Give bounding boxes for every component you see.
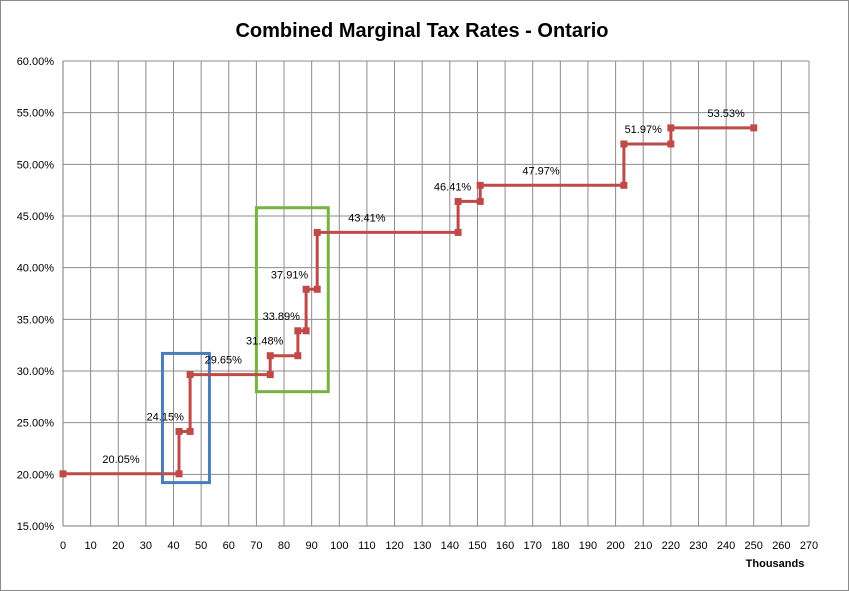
y-tick-label: 35.00% (17, 314, 55, 326)
data-point-marker (59, 470, 67, 478)
x-tick-label: 270 (800, 540, 818, 552)
x-tick-label: 260 (772, 540, 790, 552)
x-tick-label: 0 (60, 540, 66, 552)
x-tick-label: 230 (689, 540, 707, 552)
data-label: 53.53% (707, 108, 745, 120)
x-tick-label: 100 (330, 540, 348, 552)
data-point-marker (302, 285, 310, 293)
x-tick-label: 90 (306, 540, 318, 552)
data-point-marker (750, 124, 758, 132)
x-tick-label: 140 (441, 540, 459, 552)
data-label: 43.41% (348, 212, 386, 224)
data-point-marker (667, 124, 675, 132)
x-tick-label: 110 (358, 540, 376, 552)
data-label: 33.89% (263, 311, 301, 323)
x-tick-label: 220 (662, 540, 680, 552)
data-label: 24.15% (147, 411, 185, 423)
data-point-marker (454, 228, 462, 236)
x-tick-label: 180 (551, 540, 569, 552)
data-label: 47.97% (522, 165, 560, 177)
data-point-marker (186, 371, 194, 379)
data-point-marker (476, 197, 484, 205)
data-label: 20.05% (102, 454, 140, 466)
highlight-box (160, 351, 211, 485)
data-label: 37.91% (271, 269, 309, 281)
data-point-marker (620, 181, 628, 189)
x-tick-label: 210 (634, 540, 652, 552)
x-tick-label: 20 (112, 540, 124, 552)
x-tick-label: 30 (140, 540, 152, 552)
plot-area: 0 10 20 30 40 50 60 70 80 90 100 110 120 130 140 150 160… (17, 56, 818, 552)
x-tick-label: 160 (496, 540, 514, 552)
x-tick-label: 40 (167, 540, 179, 552)
y-tick-label: 25.00% (17, 418, 55, 430)
data-point-marker (476, 181, 484, 189)
series-line (63, 126, 754, 476)
x-tick-label: 200 (606, 540, 624, 552)
data-point-marker (313, 228, 321, 236)
data-point-marker (266, 371, 274, 379)
data-label: 31.48% (246, 336, 284, 348)
data-point-marker (186, 427, 194, 435)
x-tick-label: 190 (579, 540, 597, 552)
y-tick-label: 55.00% (17, 108, 55, 120)
x-tick-label: 70 (250, 540, 262, 552)
x-tick-label: 50 (195, 540, 207, 552)
data-label: 46.41% (434, 181, 472, 193)
data-point-marker (620, 140, 628, 148)
y-tick-label: 20.00% (17, 469, 55, 481)
y-tick-label: 45.00% (17, 211, 55, 223)
data-point-marker (175, 427, 183, 435)
x-axis-title: Thousands (746, 558, 805, 570)
y-tick-label: 30.00% (17, 366, 55, 378)
data-point-marker (302, 327, 310, 335)
data-label: 29.65% (205, 355, 243, 367)
x-tick-label: 120 (385, 540, 403, 552)
y-tick-label: 60.00% (17, 56, 55, 68)
data-point-marker (667, 140, 675, 148)
x-tick-label: 60 (223, 540, 235, 552)
x-tick-label: 250 (745, 540, 763, 552)
data-point-marker (266, 352, 274, 360)
data-point-marker (294, 327, 302, 335)
data-point-marker (454, 197, 462, 205)
data-point-marker (294, 352, 302, 360)
x-tick-label: 170 (524, 540, 542, 552)
x-tick-label: 150 (468, 540, 486, 552)
chart-title: Combined Marginal Tax Rates - Ontario (235, 20, 608, 42)
y-tick-label: 50.00% (17, 159, 55, 171)
x-tick-label: 240 (717, 540, 735, 552)
data-point-marker (175, 470, 183, 478)
y-tick-label: 15.00% (17, 521, 55, 533)
x-tick-label: 80 (278, 540, 290, 552)
y-tick-label: 40.00% (17, 263, 55, 275)
data-label: 51.97% (625, 124, 663, 136)
data-point-marker (313, 285, 321, 293)
highlight-box (254, 206, 330, 394)
x-tick-label: 10 (85, 540, 97, 552)
x-tick-label: 130 (413, 540, 431, 552)
